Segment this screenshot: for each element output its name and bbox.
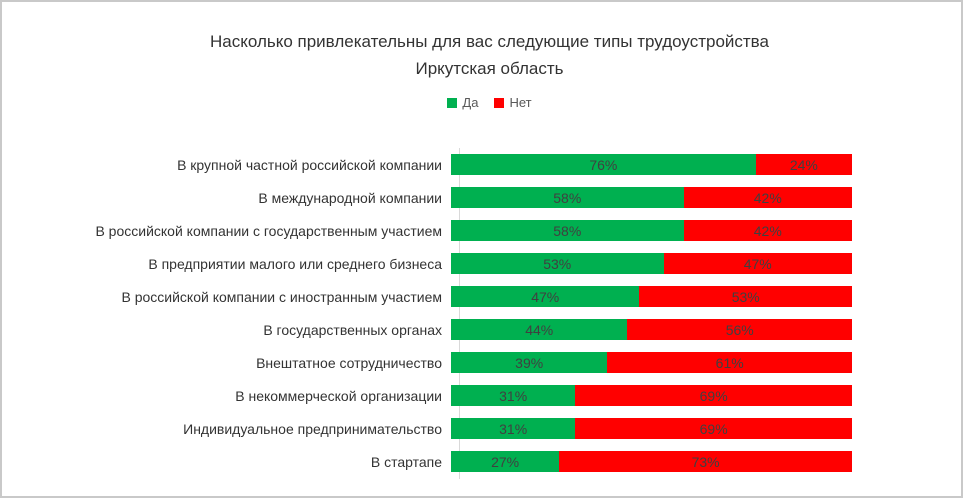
data-label: 24% (789, 156, 818, 173)
category-label: В крупной частной российской компании (177, 156, 442, 173)
data-label: 73% (691, 453, 720, 470)
bar-segment-yes: 58% (451, 187, 684, 208)
category-axis-line (459, 148, 460, 479)
chart-title: Насколько привлекательны для вас следующ… (18, 28, 961, 82)
legend-label: Нет (509, 95, 532, 110)
bar-segment-yes: 47% (451, 286, 640, 307)
chart-row: В международной компании 58% 42% (4, 181, 961, 214)
category-label: Индивидуальное предпринимательство (183, 420, 442, 437)
data-label: 31% (499, 420, 528, 437)
bar-segment-no: 53% (639, 286, 852, 307)
bar-track: 58% 42% (451, 187, 852, 208)
data-label: 53% (543, 255, 572, 272)
data-label: 47% (531, 288, 560, 305)
legend-label: Да (462, 95, 479, 110)
legend-swatch-icon (447, 97, 458, 108)
data-label: 58% (553, 222, 582, 239)
data-label: 42% (753, 222, 782, 239)
data-label: 69% (699, 420, 728, 437)
bar-segment-no: 42% (683, 187, 852, 208)
data-label: 47% (743, 255, 772, 272)
chart-row: В некоммерческой организации 31% 69% (4, 379, 961, 412)
category-label: В некоммерческой организации (235, 387, 442, 404)
category-label: В стартапе (370, 453, 442, 470)
bar-track: 44% 56% (451, 319, 852, 340)
category-label: В предприятии малого или среднего бизнес… (148, 255, 442, 272)
bar-segment-yes: 76% (451, 154, 756, 175)
data-label: 27% (491, 453, 520, 470)
chart-row: В предприятии малого или среднего бизнес… (4, 247, 961, 280)
bar-segment-no: 73% (559, 451, 852, 472)
bar-segment-yes: 31% (451, 418, 576, 439)
chart-row: В российской компании с государственным … (4, 214, 961, 247)
chart-title-line1: Насколько привлекательны для вас следующ… (210, 32, 769, 51)
category-label: В международной компании (258, 189, 442, 206)
legend: Да Нет (18, 95, 961, 110)
bar-segment-no: 42% (683, 220, 852, 241)
bar-segment-no: 24% (755, 154, 852, 175)
bar-segment-yes: 31% (451, 385, 576, 406)
bar-track: 27% 73% (451, 451, 852, 472)
bar-track: 31% 69% (451, 385, 852, 406)
data-label: 56% (725, 321, 754, 338)
bar-track: 58% 42% (451, 220, 852, 241)
category-label: В государственных органах (263, 321, 442, 338)
chart-row: Индивидуальное предпринимательство 31% 69% (4, 412, 961, 445)
bar-segment-yes: 39% (451, 352, 608, 373)
data-label: 61% (715, 354, 744, 371)
bar-track: 31% 69% (451, 418, 852, 439)
data-label: 58% (553, 189, 582, 206)
bar-track: 47% 53% (451, 286, 852, 307)
category-label: В российской компании с государственным … (95, 222, 442, 239)
bar-segment-no: 69% (575, 418, 852, 439)
bar-segment-no: 69% (575, 385, 852, 406)
legend-swatch-icon (494, 97, 505, 108)
bar-track: 53% 47% (451, 253, 852, 274)
data-label: 31% (499, 387, 528, 404)
bar-segment-no: 61% (607, 352, 852, 373)
bar-track: 39% 61% (451, 352, 852, 373)
chart-row: В стартапе 27% 73% (4, 445, 961, 478)
category-label: В российской компании с иностранным учас… (121, 288, 442, 305)
bar-track: 76% 24% (451, 154, 852, 175)
data-label: 39% (515, 354, 544, 371)
bar-segment-yes: 44% (451, 319, 628, 340)
data-label: 42% (753, 189, 782, 206)
chart-title-line2: Иркутская область (415, 59, 564, 78)
category-label: Внештатное сотрудничество (256, 354, 442, 371)
plot-area: В крупной частной российской компании 76%… (4, 148, 961, 478)
data-label: 69% (699, 387, 728, 404)
bar-segment-yes: 53% (451, 253, 664, 274)
chart-row: Внештатное сотрудничество 39% 61% (4, 346, 961, 379)
chart-row: В государственных органах 44% 56% (4, 313, 961, 346)
data-label: 76% (589, 156, 618, 173)
bar-segment-no: 47% (663, 253, 852, 274)
bar-segment-no: 56% (627, 319, 852, 340)
data-label: 53% (731, 288, 760, 305)
bar-segment-yes: 58% (451, 220, 684, 241)
legend-item-yes: Да (447, 95, 478, 110)
chart-row: В крупной частной российской компании 76%… (4, 148, 961, 181)
data-label: 44% (525, 321, 554, 338)
chart-row: В российской компании с иностранным учас… (4, 280, 961, 313)
legend-item-no: Нет (494, 95, 532, 110)
bar-segment-yes: 27% (451, 451, 560, 472)
